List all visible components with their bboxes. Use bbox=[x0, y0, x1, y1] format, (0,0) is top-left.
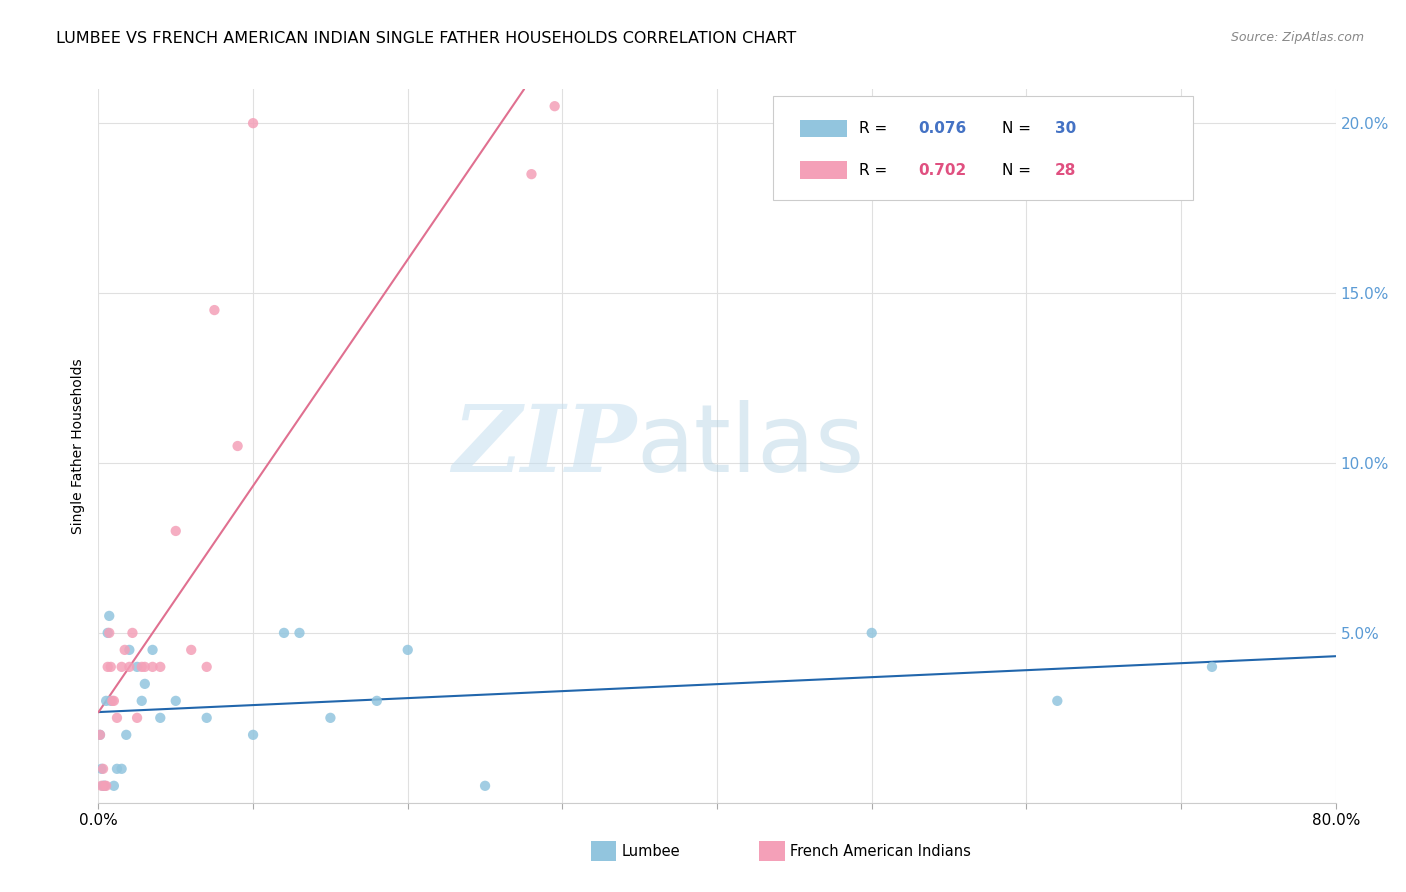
Point bbox=[93, 779, 115, 793]
Point bbox=[543, 99, 565, 113]
Point bbox=[127, 711, 149, 725]
Point bbox=[149, 660, 172, 674]
Point bbox=[180, 643, 202, 657]
Point bbox=[131, 694, 153, 708]
Point bbox=[1201, 660, 1223, 674]
Text: R =: R = bbox=[859, 121, 893, 136]
Point bbox=[165, 694, 187, 708]
Text: Source: ZipAtlas.com: Source: ZipAtlas.com bbox=[1230, 31, 1364, 45]
Point bbox=[288, 626, 311, 640]
Point bbox=[118, 643, 141, 657]
Point bbox=[366, 694, 388, 708]
Point bbox=[114, 643, 136, 657]
Point bbox=[91, 779, 114, 793]
FancyBboxPatch shape bbox=[800, 120, 846, 137]
Point bbox=[474, 779, 496, 793]
Point bbox=[165, 524, 187, 538]
Text: French American Indians: French American Indians bbox=[790, 845, 972, 859]
Point bbox=[118, 660, 141, 674]
Text: 0.076: 0.076 bbox=[918, 121, 967, 136]
Point bbox=[91, 762, 114, 776]
Point bbox=[195, 711, 218, 725]
Point bbox=[860, 626, 883, 640]
Point bbox=[103, 694, 125, 708]
Text: LUMBEE VS FRENCH AMERICAN INDIAN SINGLE FATHER HOUSEHOLDS CORRELATION CHART: LUMBEE VS FRENCH AMERICAN INDIAN SINGLE … bbox=[56, 31, 796, 46]
Point bbox=[149, 711, 172, 725]
Point bbox=[121, 626, 143, 640]
Text: 30: 30 bbox=[1054, 121, 1076, 136]
Point bbox=[90, 762, 112, 776]
Y-axis label: Single Father Households: Single Father Households bbox=[72, 359, 86, 533]
Point bbox=[1046, 694, 1069, 708]
Point bbox=[242, 116, 264, 130]
Point bbox=[111, 660, 134, 674]
Point bbox=[127, 660, 149, 674]
Point bbox=[273, 626, 295, 640]
Point bbox=[96, 694, 118, 708]
Text: N =: N = bbox=[1001, 121, 1035, 136]
Point bbox=[134, 677, 156, 691]
Point bbox=[226, 439, 249, 453]
Point bbox=[242, 728, 264, 742]
Point bbox=[105, 762, 128, 776]
Text: N =: N = bbox=[1001, 163, 1035, 178]
Point bbox=[98, 608, 121, 623]
Point bbox=[115, 728, 138, 742]
Point bbox=[111, 762, 134, 776]
Point bbox=[90, 779, 112, 793]
Text: 0.702: 0.702 bbox=[918, 163, 967, 178]
Point bbox=[96, 779, 118, 793]
Point bbox=[93, 779, 115, 793]
Text: R =: R = bbox=[859, 163, 893, 178]
Point bbox=[100, 694, 122, 708]
Point bbox=[142, 660, 165, 674]
Point bbox=[89, 728, 111, 742]
Text: 28: 28 bbox=[1054, 163, 1076, 178]
Text: atlas: atlas bbox=[637, 400, 865, 492]
Point bbox=[195, 660, 218, 674]
Point bbox=[131, 660, 153, 674]
Point bbox=[396, 643, 419, 657]
Point bbox=[142, 643, 165, 657]
Point bbox=[97, 626, 120, 640]
Text: ZIP: ZIP bbox=[453, 401, 637, 491]
Point bbox=[134, 660, 156, 674]
Point bbox=[97, 660, 120, 674]
Point bbox=[103, 779, 125, 793]
Point bbox=[319, 711, 342, 725]
Point bbox=[101, 694, 124, 708]
Text: Lumbee: Lumbee bbox=[621, 845, 681, 859]
Point bbox=[98, 626, 121, 640]
Point bbox=[204, 303, 226, 318]
Point bbox=[520, 167, 543, 181]
FancyBboxPatch shape bbox=[800, 161, 846, 179]
Point bbox=[100, 660, 122, 674]
Point bbox=[89, 728, 111, 742]
Point bbox=[105, 711, 128, 725]
FancyBboxPatch shape bbox=[773, 96, 1194, 200]
